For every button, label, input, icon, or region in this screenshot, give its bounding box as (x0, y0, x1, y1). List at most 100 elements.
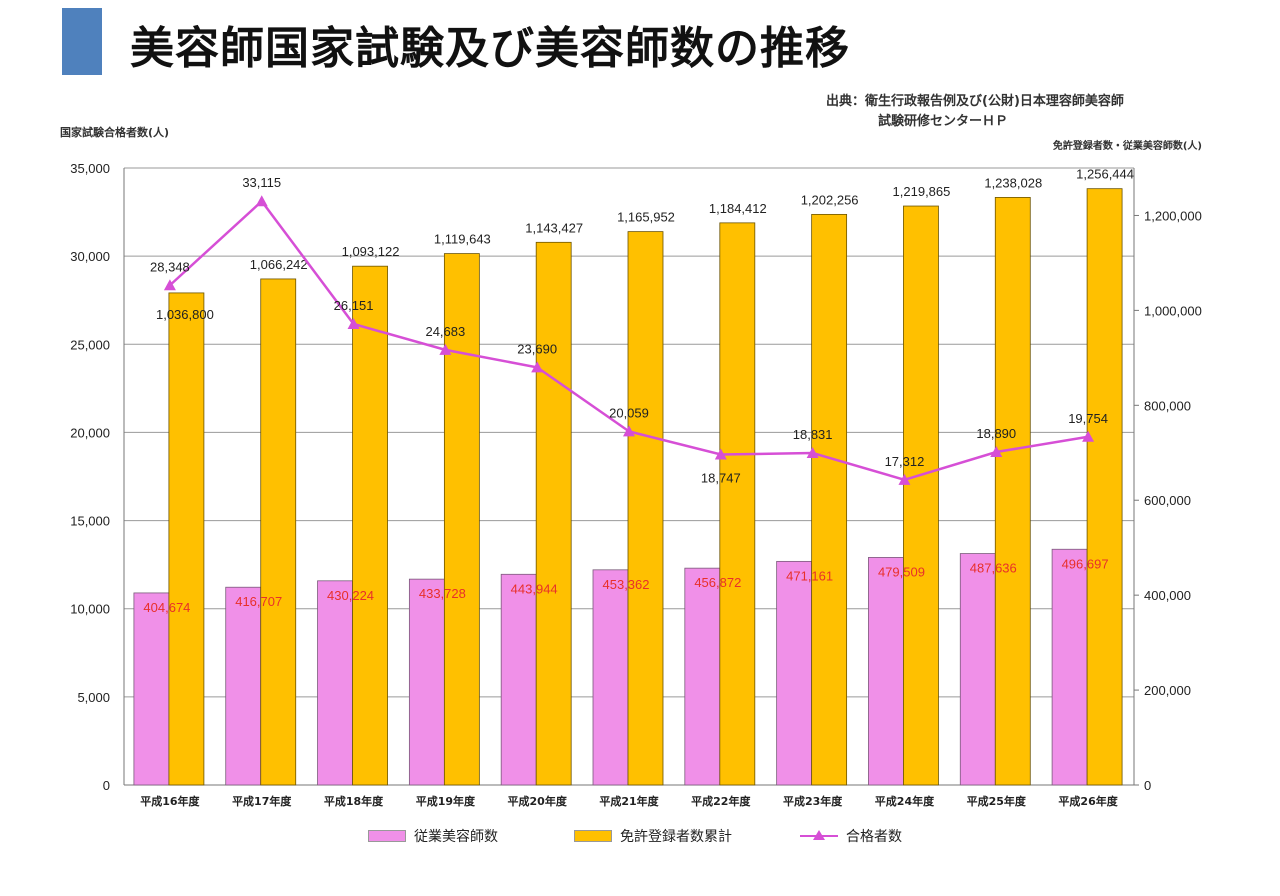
label-employed: 433,728 (419, 586, 466, 601)
label-employed: 404,674 (143, 600, 190, 615)
right-tick-label: 800,000 (1144, 398, 1191, 413)
label-employed: 453,362 (603, 577, 650, 592)
label-employed: 430,224 (327, 588, 374, 603)
legend-label-passers: 合格者数 (846, 829, 902, 845)
bar-employed (776, 560, 813, 786)
label-employed: 456,872 (694, 575, 741, 590)
label-registered: 1,093,122 (342, 244, 400, 259)
label-passers: 26,151 (334, 298, 374, 313)
label-registered: 1,256,444 (1076, 167, 1134, 182)
left-tick-label: 0 (103, 778, 110, 793)
label-passers: 28,348 (150, 259, 190, 274)
label-passers: 23,690 (517, 341, 557, 356)
left-tick-label: 15,000 (70, 514, 110, 529)
bar-employed (592, 569, 629, 786)
marker-passers (347, 317, 360, 329)
legend-item-passers: 合格者数 (800, 826, 902, 846)
label-registered: 1,219,865 (893, 184, 951, 199)
left-axis-title: 国家試験合格者数(人) (60, 126, 170, 139)
left-tick-label: 10,000 (70, 602, 110, 617)
x-tick-label: 平成21年度 (599, 794, 659, 808)
bar-registered (719, 222, 756, 786)
bar-employed (1051, 548, 1088, 786)
bar-registered (352, 265, 388, 786)
bar-employed (317, 580, 353, 786)
label-employed: 443,944 (511, 581, 558, 596)
bar-registered (994, 197, 1031, 786)
title-accent-bar (62, 8, 102, 75)
right-tick-label: 600,000 (1144, 493, 1191, 508)
marker-passers (439, 343, 452, 355)
label-registered: 1,119,643 (434, 232, 491, 247)
label-passers: 19,754 (1068, 411, 1108, 426)
right-tick-label: 0 (1144, 778, 1151, 793)
x-tick-label: 平成26年度 (1058, 794, 1118, 808)
left-tick-label: 5,000 (77, 690, 110, 705)
marker-passers (990, 445, 1003, 457)
marker-passers (531, 361, 544, 373)
bar-registered (535, 241, 572, 786)
bar-employed (133, 592, 170, 786)
label-passers: 18,831 (793, 427, 833, 442)
legend-item-employed: 従業美容師数 (368, 826, 498, 846)
bar-employed (959, 553, 996, 786)
label-passers: 20,059 (609, 405, 649, 420)
label-employed: 479,509 (878, 564, 925, 579)
label-employed: 416,707 (235, 594, 282, 609)
legend-swatch-passers (800, 830, 838, 842)
marker-passers (623, 425, 635, 437)
source-line-2: 試験研修センターＨＰ (878, 114, 1009, 129)
label-passers: 17,312 (885, 454, 925, 469)
label-employed: 487,636 (970, 561, 1017, 576)
right-tick-label: 400,000 (1144, 588, 1191, 603)
bar-employed (684, 567, 721, 786)
label-registered: 1,184,412 (709, 201, 767, 216)
bar-registered (627, 231, 664, 786)
legend-item-registered: 免許登録者数累計 (574, 826, 732, 846)
right-tick-label: 1,200,000 (1144, 208, 1202, 223)
label-passers: 18,747 (701, 471, 741, 486)
bar-registered (811, 213, 848, 786)
source-note: 出典：衛生行政報告例及び(公財)日本理容師美容師 試験研修センターＨＰ (826, 92, 1124, 132)
legend-swatch-registered (574, 830, 612, 842)
label-registered: 1,036,800 (156, 307, 214, 322)
legend-label-employed: 従業美容師数 (414, 829, 498, 845)
bar-registered (260, 278, 297, 786)
x-tick-label: 平成18年度 (324, 794, 384, 808)
bar-employed (408, 578, 445, 786)
right-tick-label: 1,000,000 (1144, 303, 1202, 318)
label-registered: 1,238,028 (984, 175, 1042, 190)
label-registered: 1,202,256 (801, 192, 859, 207)
bar-employed (500, 573, 537, 786)
left-tick-label: 35,000 (70, 161, 110, 176)
marker-passers (163, 279, 176, 291)
label-registered: 1,143,427 (525, 220, 583, 235)
label-employed: 471,161 (786, 568, 833, 583)
x-tick-label: 平成20年度 (508, 794, 568, 808)
left-tick-label: 20,000 (70, 425, 110, 440)
legend-label-registered: 免許登録者数累計 (620, 829, 732, 845)
x-tick-label: 平成16年度 (140, 794, 200, 808)
bar-employed (225, 586, 262, 786)
x-tick-label: 平成22年度 (691, 794, 751, 808)
marker-passers (255, 195, 268, 207)
label-registered: 1,066,242 (250, 257, 308, 272)
x-tick-label: 平成17年度 (232, 794, 292, 808)
label-passers: 24,683 (425, 324, 465, 339)
marker-passers (1082, 430, 1095, 442)
bar-registered (1086, 188, 1123, 786)
page-title: 美容師国家試験及び美容師数の推移 (130, 23, 850, 74)
source-line-1: 出典：衛生行政報告例及び(公財)日本理容師美容師 (826, 94, 1124, 109)
x-tick-label: 平成23年度 (783, 794, 843, 808)
x-tick-label: 平成25年度 (967, 794, 1027, 808)
legend: 従業美容師数 免許登録者数累計 合格者数 (0, 826, 1280, 854)
left-tick-label: 30,000 (70, 249, 110, 264)
right-axis-title: 免許登録者数・従業美容師数(人) (1052, 141, 1202, 152)
marker-passers (898, 473, 911, 485)
bar-employed (868, 557, 904, 786)
marker-passers (806, 447, 819, 459)
bar-registered (903, 205, 939, 786)
label-passers: 33,115 (242, 175, 281, 190)
label-employed: 496,697 (1062, 556, 1109, 571)
